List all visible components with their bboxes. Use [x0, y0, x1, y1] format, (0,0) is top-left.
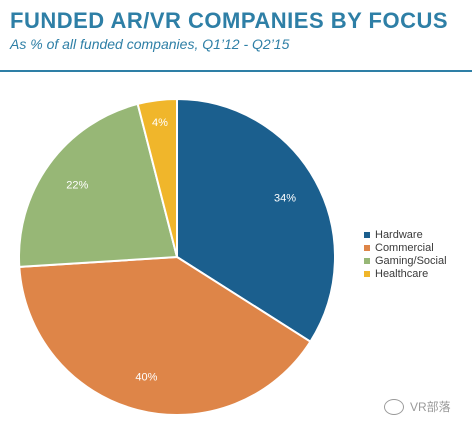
- slice-label-commercial: 40%: [135, 371, 157, 383]
- legend-item-hardware: Hardware: [364, 228, 447, 241]
- legend-item-healthcare: Healthcare: [364, 267, 447, 280]
- slice-label-gaming-social: 22%: [66, 180, 88, 192]
- legend-label-healthcare: Healthcare: [375, 267, 429, 280]
- chart-legend: Hardware Commercial Gaming/Social Health…: [364, 228, 447, 280]
- pie-slice-healthcare: [136, 97, 178, 258]
- watermark: VR部落: [384, 398, 451, 415]
- chart-title: FUNDED AR/VR COMPANIES BY FOCUS: [10, 8, 449, 33]
- slice-label-healthcare: 4%: [152, 117, 168, 129]
- watermark-text: VR部落: [410, 400, 451, 414]
- legend-swatch-commercial: [364, 244, 370, 251]
- pie-slice-commercial: [18, 255, 312, 416]
- slice-label-hardware: 34%: [274, 193, 296, 205]
- legend-label-hardware: Hardware: [375, 228, 423, 241]
- chart-subtitle: As % of all funded companies, Q1’12 - Q2…: [10, 36, 290, 52]
- legend-swatch-gaming-social: [364, 257, 370, 264]
- legend-swatch-healthcare: [364, 270, 370, 277]
- legend-label-gaming-social: Gaming/Social: [375, 254, 447, 267]
- pie-slice-gaming-social: [18, 102, 179, 268]
- wechat-icon: [384, 398, 404, 415]
- legend-item-gaming-social: Gaming/Social: [364, 254, 447, 267]
- legend-swatch-hardware: [364, 231, 370, 238]
- legend-item-commercial: Commercial: [364, 241, 447, 254]
- header-divider: [0, 70, 472, 72]
- legend-label-commercial: Commercial: [375, 241, 434, 254]
